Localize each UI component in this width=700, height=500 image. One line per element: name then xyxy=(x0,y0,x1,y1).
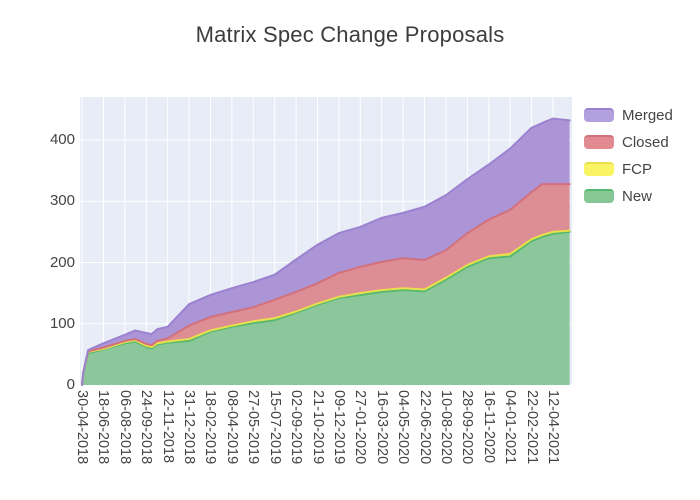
x-tick-label-4: 12-11-2018 xyxy=(159,390,176,464)
x-tick-label-18: 28-09-2020 xyxy=(459,390,476,465)
legend-label-closed: Closed xyxy=(622,133,669,151)
area-line-closed xyxy=(81,183,571,386)
x-tick-label-7: 08-04-2019 xyxy=(223,390,240,465)
x-tick-label-10: 02-09-2019 xyxy=(288,390,305,465)
x-tick-label-2: 06-08-2018 xyxy=(116,390,133,465)
legend-label-fcp: FCP xyxy=(622,160,652,178)
area-band-closed xyxy=(82,184,570,385)
legend-item-fcp[interactable]: FCP xyxy=(584,160,673,178)
x-tick-label-12: 09-12-2019 xyxy=(330,390,347,465)
y-tick-label-0: 0 xyxy=(66,376,75,393)
legend-swatch-fcp xyxy=(584,162,614,176)
area-line-new xyxy=(81,230,571,386)
legend-item-new[interactable]: New xyxy=(584,187,673,205)
x-tick-label-5: 31-12-2018 xyxy=(181,390,198,465)
x-tick-label-22: 12-04-2021 xyxy=(545,390,561,465)
area-band-merged xyxy=(82,118,570,385)
x-tick-label-8: 27-05-2019 xyxy=(245,390,262,465)
x-tick-label-17: 10-08-2020 xyxy=(437,390,454,465)
y-tick-label-300: 300 xyxy=(49,192,75,210)
area-line-merged xyxy=(81,117,571,386)
y-tick-label-400: 400 xyxy=(49,131,75,148)
x-tick-label-15: 04-05-2020 xyxy=(395,390,412,465)
area-band-new xyxy=(82,231,570,385)
x-tick-label-3: 24-09-2018 xyxy=(138,390,155,465)
legend-label-new: New xyxy=(622,187,653,205)
legend-label-merged: Merged xyxy=(622,106,673,124)
legend-swatch-new xyxy=(584,189,614,203)
x-tick-label-14: 16-03-2020 xyxy=(373,390,390,465)
chart-title: Matrix Spec Change Proposals xyxy=(195,22,505,47)
y-tick-label-200: 200 xyxy=(49,253,75,271)
area-line-fcp xyxy=(81,229,571,386)
x-tick-label-16: 22-06-2020 xyxy=(416,390,433,465)
legend-item-closed[interactable]: Closed xyxy=(584,133,673,151)
x-tick-label-19: 16-11-2020 xyxy=(480,390,497,464)
x-tick-label-20: 04-01-2021 xyxy=(502,390,519,465)
y-tick-label-100: 100 xyxy=(49,314,75,332)
x-tick-label-9: 15-07-2019 xyxy=(266,390,283,465)
x-tick-label-0: 30-04-2018 xyxy=(74,390,90,465)
legend: Merged Closed FCP New xyxy=(584,106,673,205)
legend-swatch-closed xyxy=(584,135,614,149)
x-tick-label-13: 27-01-2020 xyxy=(352,390,369,465)
x-tick-label-21: 22-02-2021 xyxy=(523,390,540,465)
x-tick-label-6: 18-02-2019 xyxy=(202,390,219,465)
legend-item-merged[interactable]: Merged xyxy=(584,106,673,124)
legend-swatch-merged xyxy=(584,108,614,122)
x-tick-label-1: 18-06-2018 xyxy=(95,390,112,465)
x-tick-label-11: 21-10-2019 xyxy=(309,390,326,465)
